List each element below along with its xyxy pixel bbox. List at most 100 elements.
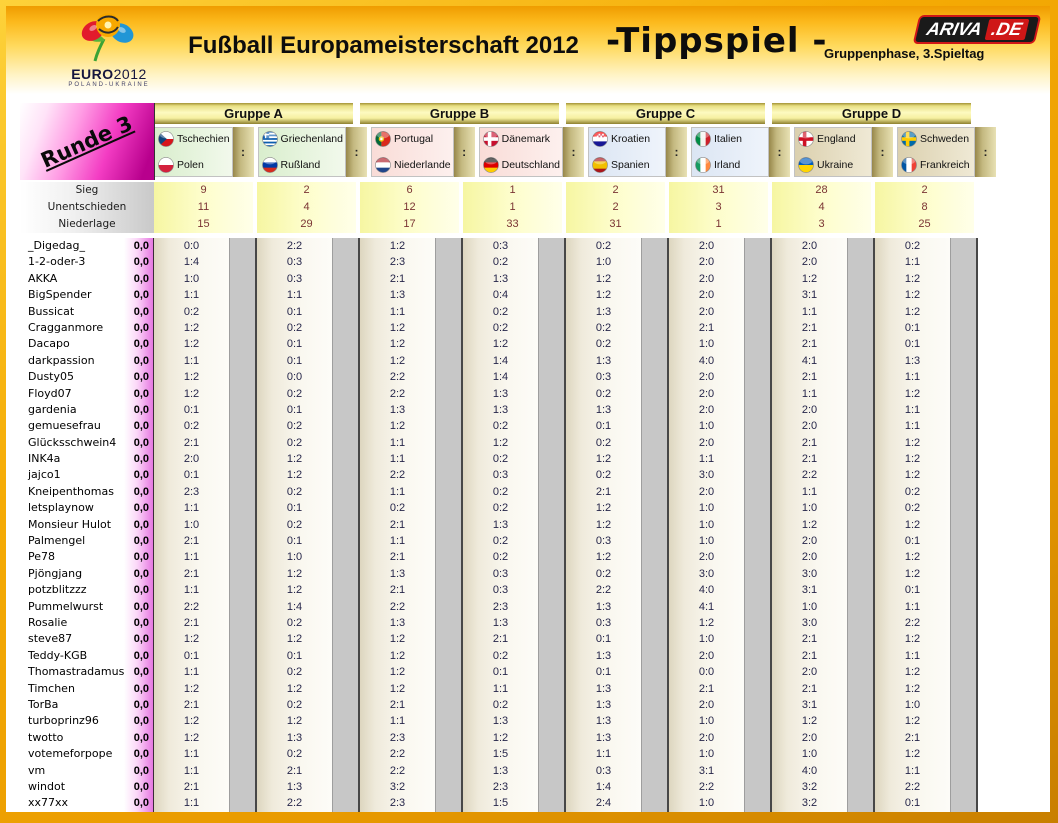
stat-row-unentschieden: Unentschieden 11 4 12 1 2 3 4 8 <box>6 199 1050 216</box>
column-separator <box>847 696 875 714</box>
column-separator <box>332 647 360 665</box>
tip-cell: 0:2 <box>875 500 950 517</box>
column-separator <box>435 352 463 370</box>
tip-cell: 1:3 <box>566 401 641 419</box>
column-separator <box>332 352 360 370</box>
column-separator <box>641 762 669 779</box>
column-separator <box>847 319 875 337</box>
team-name-label: Rußland <box>280 159 321 171</box>
tip-cell: 0:2 <box>566 238 641 255</box>
player-points: 0,0 <box>124 549 154 566</box>
column-separator <box>950 287 978 304</box>
team-pair-box: Portugal Niederlande <box>371 127 454 177</box>
column-separator <box>950 270 978 288</box>
column-separator <box>950 746 978 763</box>
tip-cell: 1:3 <box>875 352 950 370</box>
tip-cell: 0:2 <box>875 238 950 255</box>
player-points: 0,0 <box>124 582 154 599</box>
tip-cell: 2:1 <box>360 549 435 566</box>
tip-cell: 2:0 <box>669 238 744 255</box>
column-separator <box>641 319 669 337</box>
column-separator <box>229 270 257 288</box>
column-separator <box>538 434 566 452</box>
column-separator <box>435 778 463 796</box>
column-separator <box>538 352 566 370</box>
column-separator <box>435 533 463 550</box>
stat-value-cell: 31 <box>566 216 665 233</box>
player-row: Pe78 0,0 1:1 1:0 2:1 0:2 1:2 2:0 2:0 1:2 <box>6 549 1050 566</box>
tip-cell: 1:1 <box>875 418 950 435</box>
tip-cell: 2:0 <box>772 729 847 747</box>
column-separator <box>744 385 772 402</box>
column-separator <box>229 680 257 697</box>
tip-cell: 1:3 <box>257 729 332 747</box>
tip-cell: 3:2 <box>772 795 847 812</box>
tip-cell: 1:3 <box>463 270 538 288</box>
column-separator <box>744 549 772 566</box>
column-separator <box>435 713 463 730</box>
column-separator <box>229 696 257 714</box>
tip-cell: 4:0 <box>772 762 847 779</box>
column-separator <box>332 664 360 681</box>
stat-value-cell: 1 <box>463 182 562 199</box>
tip-cell: 0:1 <box>257 647 332 665</box>
column-separator <box>641 729 669 747</box>
team-name-label: Frankreich <box>920 159 970 171</box>
team-pair-box: Dänemark Deutschland <box>478 127 563 177</box>
stat-value-cell: 1 <box>463 199 562 216</box>
column-separator <box>641 582 669 599</box>
away-team: Rußland <box>261 157 343 173</box>
tip-cell: 1:0 <box>154 516 229 534</box>
tip-cell: 0:1 <box>257 401 332 419</box>
column-separator <box>332 746 360 763</box>
group-header-row: Gruppe A Gruppe B Gruppe C Gruppe D <box>6 103 1050 124</box>
tip-cell: 1:1 <box>360 434 435 452</box>
stat-value-cell: 28 <box>772 182 871 199</box>
player-name: Teddy-KGB <box>28 648 88 662</box>
player-points: 0,0 <box>124 614 154 632</box>
tip-cell: 0:1 <box>257 303 332 320</box>
player-name: xx77xx <box>28 796 69 810</box>
round-badge-label: Runde 3 <box>37 110 137 173</box>
column-separator <box>435 664 463 681</box>
column-separator <box>538 795 566 812</box>
euro2012-wordmark: EURO2012 <box>71 66 147 82</box>
tip-cell: 2:1 <box>772 319 847 337</box>
tip-cell: 2:0 <box>669 270 744 288</box>
column-separator <box>229 778 257 796</box>
column-separator <box>229 418 257 435</box>
stat-value-cell: 2 <box>566 199 665 216</box>
match-box: Dänemark Deutschland: <box>478 127 584 177</box>
tip-cell: 1:3 <box>566 696 641 714</box>
column-separator <box>950 254 978 271</box>
tip-cell: 0:2 <box>154 418 229 435</box>
player-points: 0,0 <box>124 664 154 681</box>
tip-cell: 1:5 <box>463 746 538 763</box>
column-separator <box>641 664 669 681</box>
tip-cell: 1:1 <box>875 369 950 386</box>
tip-cell: 3:1 <box>772 287 847 304</box>
column-separator <box>744 713 772 730</box>
player-row: Timchen 0,0 1:2 1:2 1:2 1:1 1:3 2:1 2:1 1:2 <box>6 680 1050 697</box>
tip-cell: 2:1 <box>463 631 538 648</box>
ariva-logo[interactable]: ARIVA .DE <box>912 15 1042 44</box>
tip-cell: 1:3 <box>360 401 435 419</box>
column-separator <box>332 516 360 534</box>
player-points: 0,0 <box>124 483 154 501</box>
team-name-label: Dänemark <box>501 133 551 145</box>
tip-cell: 1:2 <box>154 631 229 648</box>
tip-cell: 0:0 <box>154 238 229 255</box>
tip-cell: 1:3 <box>360 614 435 632</box>
player-points: 0,0 <box>124 713 154 730</box>
group-header-gruppe-a: Gruppe A <box>154 103 353 124</box>
tip-cell: 1:2 <box>257 713 332 730</box>
tip-cell: 1:0 <box>669 418 744 435</box>
tip-cell: 1:1 <box>360 713 435 730</box>
tip-cell: 1:0 <box>257 549 332 566</box>
team-name-label: Irland <box>714 159 741 171</box>
tip-cell: 1:2 <box>360 352 435 370</box>
tip-cell: 1:2 <box>154 336 229 353</box>
column-separator <box>538 631 566 648</box>
player-points: 0,0 <box>124 533 154 550</box>
